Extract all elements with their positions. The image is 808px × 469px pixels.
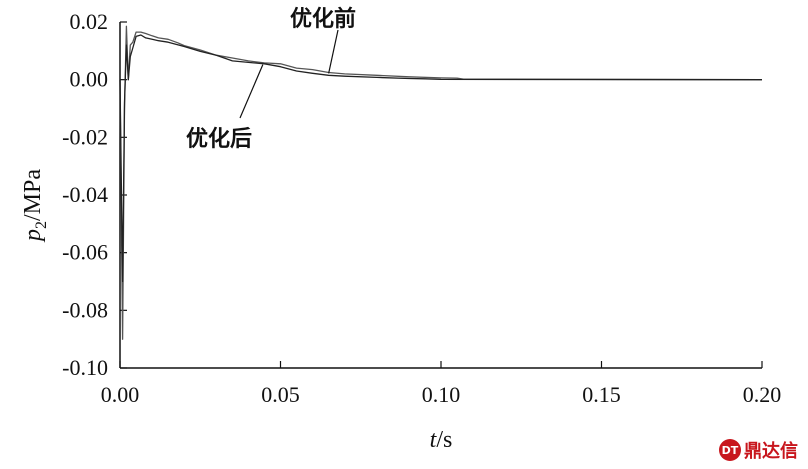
y-tick-label: -0.06 <box>62 240 108 265</box>
watermark-logo-icon: DT <box>719 439 741 461</box>
y-axis-label: p2/MPa <box>20 169 50 243</box>
y-tick-label: -0.04 <box>62 182 108 207</box>
annotation-label-after: 优化后 <box>186 126 252 152</box>
y-tick-label: -0.08 <box>62 297 108 322</box>
y-tick-label: 0.00 <box>70 67 109 92</box>
annotation-label-before: 优化前 <box>290 6 356 32</box>
x-tick-label: 0.05 <box>261 382 300 407</box>
series-line-before <box>119 25 763 340</box>
axes: 0.020.00-0.02-0.04-0.06-0.08-0.100.00 0.0… <box>62 9 781 407</box>
x-axis-label-symbol: t <box>430 427 438 453</box>
x-tick-label: 0.15 <box>582 382 621 407</box>
y-tick-label: -0.02 <box>62 124 108 149</box>
annotation-leader-after <box>239 64 264 119</box>
series-line-after <box>119 34 763 283</box>
y-tick-label: 0.02 <box>70 9 109 34</box>
watermark-text: 鼎达信 <box>744 441 798 462</box>
x-axis-label: t/s <box>430 427 453 453</box>
x-axis-label-unit: /s <box>436 427 452 453</box>
y-axis-label-symbol: p <box>20 229 46 243</box>
y-tick-label: -0.10 <box>62 355 108 380</box>
series-layer <box>119 25 763 340</box>
x-tick-label: 0.00 <box>101 382 140 407</box>
y-axis-label-unit: /MPa <box>20 169 46 221</box>
y-axis-label-subscript: 2 <box>33 221 50 229</box>
x-tick-label: 0.10 <box>422 382 461 407</box>
watermark: DT 鼎达信 <box>719 437 798 463</box>
x-tick-label: 0.20 <box>743 382 782 407</box>
annotation-leader-before <box>328 29 339 74</box>
